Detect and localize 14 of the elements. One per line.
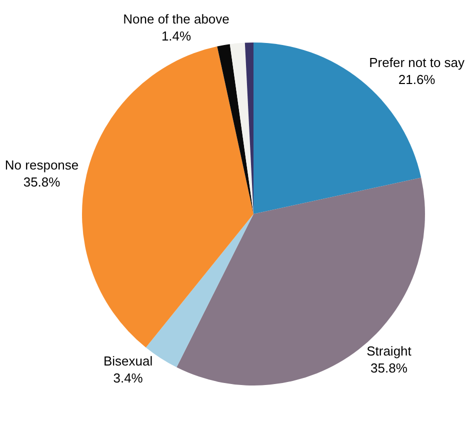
data-label: 21.6% (398, 72, 436, 87)
data-label: 3.4% (113, 370, 144, 386)
slice-label: Bisexual (103, 354, 153, 369)
pie-slice (176, 178, 425, 386)
slice-label: Prefer not to say (369, 54, 466, 70)
data-label: 35.8% (23, 174, 61, 190)
slice-label: No response (4, 158, 79, 173)
data-label: 35.8% (370, 360, 408, 376)
slice-label: None of the above (123, 12, 230, 26)
data-label: 1.4% (161, 28, 192, 44)
pie-slice (82, 46, 254, 348)
pie-slice (230, 42, 254, 214)
slice-label: Straight (366, 344, 412, 359)
pie-slice (217, 44, 254, 214)
